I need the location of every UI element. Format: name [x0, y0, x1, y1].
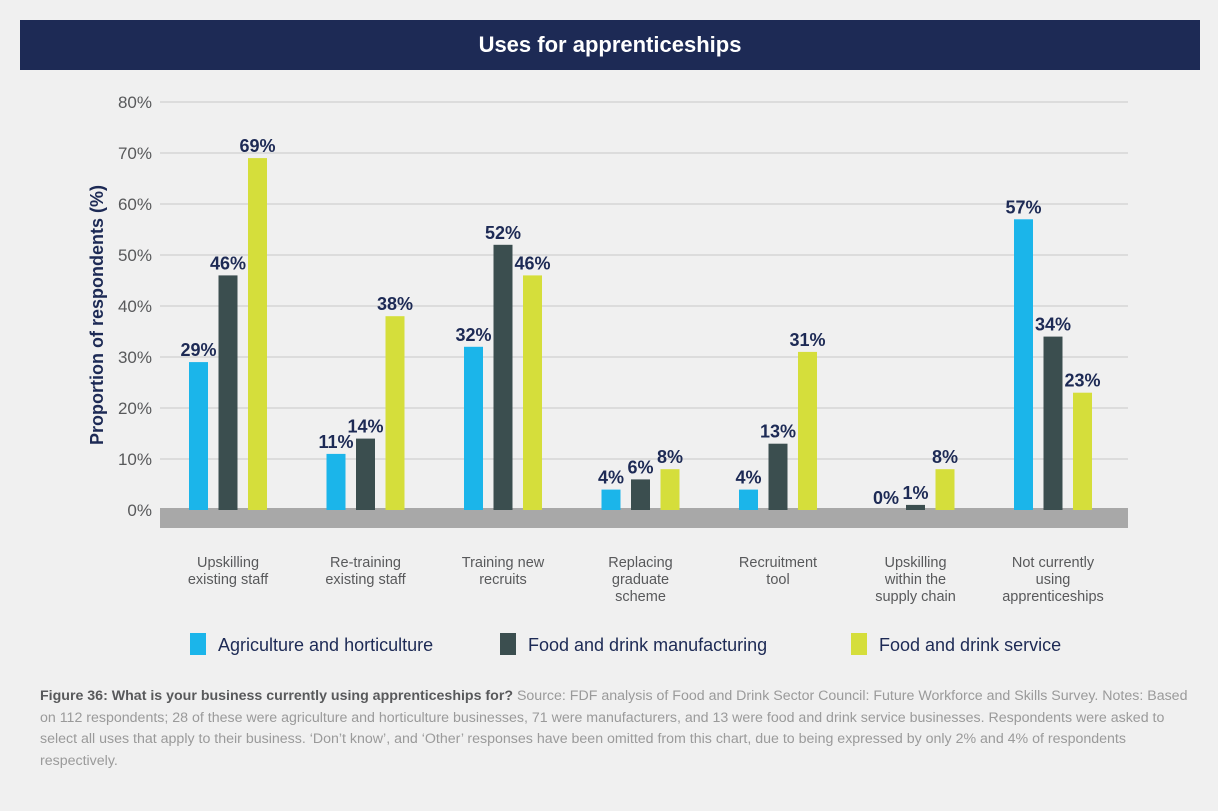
x-category-label: recruits [479, 572, 527, 588]
data-label: 11% [318, 432, 353, 452]
bar [601, 489, 621, 510]
bar [935, 469, 955, 510]
y-tick-label: 40% [118, 297, 152, 316]
y-tick-label: 70% [118, 144, 152, 163]
x-category-label: using [1036, 572, 1071, 588]
data-label: 23% [1064, 371, 1100, 391]
bar [739, 489, 758, 510]
legend-label: Agriculture and horticulture [218, 635, 433, 655]
bar [385, 316, 405, 510]
x-category-label: Replacing [608, 555, 673, 571]
figure-caption: Figure 36: What is your business current… [40, 686, 1190, 772]
bar [464, 346, 483, 510]
data-label: 1% [902, 483, 928, 503]
y-tick-label: 10% [118, 450, 152, 469]
y-tick-label: 80% [118, 93, 152, 112]
x-category-label: Training new [462, 555, 545, 571]
bar [660, 469, 680, 510]
bar [1073, 392, 1092, 510]
bar [798, 351, 817, 510]
data-label: 69% [239, 136, 275, 156]
legend-swatch [500, 633, 516, 655]
x-category-label: tool [766, 572, 789, 588]
bar [906, 504, 925, 510]
x-category-label: Upskilling [197, 555, 259, 571]
y-tick-label: 30% [118, 348, 152, 367]
x-category-label: existing staff [325, 572, 406, 588]
data-label: 13% [760, 422, 796, 442]
caption-body: Source: FDF analysis of Food and Drink S… [40, 688, 1188, 769]
x-category-label: Upskilling [884, 555, 946, 571]
bar [248, 158, 267, 510]
y-tick-label: 60% [118, 195, 152, 214]
x-category-label: within the [884, 572, 946, 588]
bar [631, 479, 650, 510]
data-label: 52% [485, 223, 521, 243]
bar [218, 275, 238, 510]
bar [493, 244, 513, 511]
data-label: 14% [347, 417, 383, 437]
data-label: 0% [873, 488, 899, 508]
data-label: 29% [180, 340, 216, 360]
y-tick-label: 0% [127, 501, 152, 520]
legend-label: Food and drink service [879, 635, 1061, 655]
x-category-label: existing staff [188, 572, 269, 588]
bar [1014, 219, 1033, 511]
bar [768, 443, 788, 510]
data-label: 57% [1005, 197, 1041, 217]
data-label: 46% [514, 253, 550, 273]
bar [356, 438, 375, 510]
data-label: 32% [455, 325, 491, 345]
data-label: 4% [735, 468, 761, 488]
data-label: 8% [932, 447, 958, 467]
data-label: 4% [598, 468, 624, 488]
bar [326, 453, 346, 510]
x-category-label: graduate [612, 572, 669, 588]
bar-chart: 0% 10% 20% 30% 40% 50% 60% 70% 80% Proportion of … [87, 93, 1128, 655]
caption-lead: Figure 36: What is your business current… [40, 688, 514, 704]
x-axis-baseline [160, 508, 1128, 528]
data-label: 46% [210, 253, 246, 273]
x-category-label: Recruitment [739, 555, 817, 571]
data-label: 31% [789, 330, 825, 350]
x-category-label: scheme [615, 589, 666, 605]
bar [523, 275, 542, 510]
chart-title: Uses for apprenticeships [20, 20, 1200, 70]
data-label: 6% [627, 457, 653, 477]
bar [189, 362, 208, 510]
bar [1043, 336, 1063, 510]
data-label: 38% [377, 294, 413, 314]
data-label: 34% [1035, 315, 1071, 335]
x-category-label: supply chain [875, 589, 956, 605]
x-category-label: apprenticeships [1002, 589, 1104, 605]
legend-swatch [851, 633, 867, 655]
legend-label: Food and drink manufacturing [528, 635, 767, 655]
y-axis-title: Proportion of respondents (%) [87, 185, 107, 445]
x-category-label: Not currently [1012, 555, 1095, 571]
chart-panel: Uses for apprenticeships 0% 10% 20% 30% 40% 5… [20, 20, 1200, 660]
y-tick-label: 20% [118, 399, 152, 418]
x-category-label: Re-training [330, 555, 401, 571]
y-tick-label: 50% [118, 246, 152, 265]
legend-swatch [190, 633, 206, 655]
data-label: 8% [657, 447, 683, 467]
